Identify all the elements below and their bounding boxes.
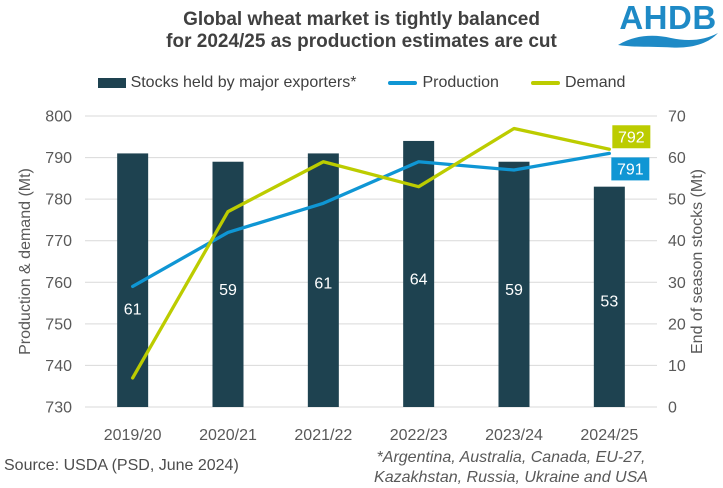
x-axis-label: 2022/23 [390,427,448,444]
legend-label-stocks: Stocks held by major exporters* [130,74,357,91]
bar-value-label: 53 [600,293,618,310]
left-axis-title: Production & demand (Mt) [17,168,34,355]
bar-value-label: 61 [124,302,142,319]
title-line-2: for 2024/25 as production estimates are … [166,31,557,52]
right-axis-tick: 10 [668,358,686,375]
legend-item-stocks: Stocks held by major exporters* [97,74,357,92]
ahdb-logo-text: AHDB [619,0,717,36]
x-axis-label: 2020/21 [199,427,257,444]
stocks-bar [212,161,244,407]
left-axis-tick: 800 [45,109,72,126]
legend-item-production: Production [388,74,499,92]
x-axis-label: 2019/20 [104,427,162,444]
ahdb-wave-icon [618,33,718,48]
left-axis-tick: 780 [45,192,72,209]
production-end-label: 791 [617,161,644,178]
right-axis-tick: 0 [668,400,677,417]
title-line-1: Global wheat market is tightly balanced [183,9,540,30]
legend-label-demand: Demand [564,74,626,91]
bar-value-label: 59 [505,282,523,299]
stocks-bar [593,186,625,407]
left-axis-tick: 730 [45,400,72,417]
source-text: Source: USDA (PSD, June 2024) [4,457,239,474]
footnote: *Argentina, Australia, Canada, EU-27, Ka… [355,448,667,488]
right-axis-tick: 40 [668,233,686,250]
legend-label-production: Production [422,74,499,91]
production-line-swatch-icon [388,81,418,85]
right-axis-tick: 30 [668,275,686,292]
demand-line-swatch-icon [530,81,560,85]
right-axis-tick: 20 [668,316,686,333]
right-axis-tick: 60 [668,150,686,167]
left-axis-tick: 750 [45,316,72,333]
x-axis-label: 2024/25 [580,427,638,444]
stocks-bar [498,161,530,407]
left-axis-tick: 790 [45,150,72,167]
production-end-label-box [611,157,650,181]
stocks-swatch-icon [97,78,126,88]
ahdb-logo: AHDB [617,1,719,49]
demand-line [131,126,611,380]
x-axis-label: 2023/24 [485,427,543,444]
x-axis-label: 2021/22 [294,427,352,444]
right-axis-tick: 70 [668,109,686,126]
demand-end-label: 792 [618,129,645,146]
bar-value-label: 64 [410,271,428,288]
demand-end-label-box [612,125,651,149]
footnote-line-1: *Argentina, Australia, Canada, EU-27, [376,449,646,466]
right-axis-title: End of season stocks (Mt) [689,169,706,354]
right-axis-tick: 50 [668,192,686,209]
left-axis-tick: 740 [45,358,72,375]
legend-item-demand: Demand [530,74,626,92]
bar-value-label: 59 [219,282,237,299]
chart-legend: Stocks held by major exporters* Producti… [0,74,723,92]
left-axis-tick: 770 [45,233,72,250]
chart-title: Global wheat market is tightly balanced … [0,9,723,53]
footnote-line-2: Kazakhstan, Russia, Ukraine and USA [374,469,648,486]
left-axis-tick: 760 [45,275,72,292]
stocks-bar [307,153,339,407]
bar-value-label: 61 [314,276,332,293]
